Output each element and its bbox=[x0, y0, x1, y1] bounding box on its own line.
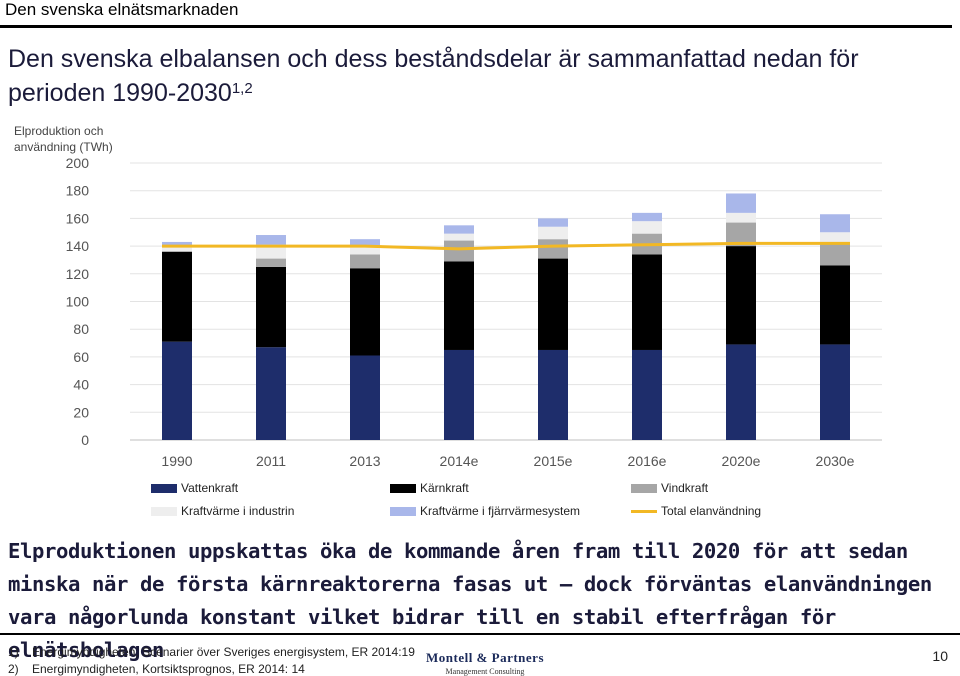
logo-tagline: Management Consulting bbox=[445, 667, 525, 676]
bar-segment bbox=[162, 341, 192, 440]
bar-segment bbox=[162, 251, 192, 342]
page-number: 10 bbox=[932, 648, 948, 664]
legend-item: Vattenkraft bbox=[151, 481, 238, 495]
y-tick-label: 200 bbox=[66, 155, 90, 171]
bar-segment bbox=[820, 214, 850, 233]
legend-swatch bbox=[390, 506, 416, 516]
bar-segment bbox=[820, 232, 850, 242]
bar-segment bbox=[538, 226, 568, 240]
y-tick-label: 40 bbox=[73, 377, 89, 393]
bar-segment bbox=[256, 347, 286, 440]
legend-swatch bbox=[631, 509, 657, 513]
footnote-1-text: Energimyndigheten, Scenarier över Sverig… bbox=[32, 645, 415, 659]
x-tick-label: 2014e bbox=[440, 453, 479, 469]
bar-segment bbox=[726, 193, 756, 213]
legend-item: Kärnkraft bbox=[390, 481, 469, 495]
y-tick-label: 140 bbox=[66, 238, 90, 254]
bar-segment bbox=[256, 244, 286, 259]
bar-segment bbox=[444, 225, 474, 234]
bar-segment bbox=[444, 233, 474, 241]
bar-segment bbox=[350, 355, 380, 440]
legend-label: Kraftvärme i industrin bbox=[181, 504, 295, 518]
y-tick-label: 60 bbox=[73, 349, 89, 365]
legend-swatch bbox=[151, 506, 177, 516]
legend-swatch bbox=[631, 483, 657, 493]
bar-segment bbox=[444, 240, 474, 262]
x-tick-label: 2013 bbox=[349, 453, 380, 469]
bar-segment bbox=[726, 222, 756, 247]
y-tick-label: 20 bbox=[73, 404, 89, 420]
top-divider bbox=[0, 25, 952, 28]
bar-segment bbox=[726, 212, 756, 223]
legend-label: Total elanvändning bbox=[661, 504, 762, 518]
bar-segment bbox=[820, 265, 850, 345]
bar-segment bbox=[256, 258, 286, 267]
y-tick-label: 120 bbox=[66, 266, 90, 282]
bar-segment bbox=[726, 246, 756, 345]
section-title: Den svenska elnätsmarknaden bbox=[5, 0, 239, 19]
bar-segment bbox=[350, 268, 380, 356]
logo-name: Montell & Partners bbox=[425, 650, 545, 665]
bar-segment bbox=[538, 349, 568, 440]
x-tick-label: 2011 bbox=[256, 453, 286, 469]
footnote-2: 2) Energimyndigheten, Kortsiktsprognos, E… bbox=[8, 662, 305, 676]
x-tick-label: 2016e bbox=[628, 453, 667, 469]
legend-item: Kraftvärme i fjärrvärmesystem bbox=[390, 504, 580, 518]
bar-segment bbox=[256, 235, 286, 245]
footnote-2-text: Energimyndigheten, Kortsiktsprognos, ER … bbox=[32, 662, 305, 676]
headline-superscript: 1,2 bbox=[231, 80, 253, 97]
bar-segment bbox=[820, 344, 850, 440]
footnote-1: 1) Energimyndigheten, Scenarier över Sver… bbox=[8, 645, 415, 659]
legend-item: Vindkraft bbox=[631, 481, 708, 495]
bar-segment bbox=[444, 261, 474, 350]
legend-swatch bbox=[390, 483, 416, 493]
x-tick-label: 2015e bbox=[534, 453, 573, 469]
x-tick-label: 2030e bbox=[816, 453, 855, 469]
y-tick-label: 100 bbox=[66, 294, 90, 310]
top-bar: Den svenska elnätsmarknaden bbox=[0, 0, 960, 28]
legend-swatch bbox=[151, 483, 177, 493]
y-tick-label: 80 bbox=[73, 321, 89, 337]
bar-segment bbox=[538, 239, 568, 259]
bar-segment bbox=[256, 266, 286, 348]
bar-segment bbox=[538, 258, 568, 350]
company-logo: Montell & Partners Management Consulting bbox=[415, 650, 555, 676]
bar-segment bbox=[538, 218, 568, 227]
bar-segment bbox=[444, 349, 474, 440]
legend-label: Vindkraft bbox=[661, 481, 709, 495]
footnote-2-number: 2) bbox=[8, 662, 19, 676]
bar-segment bbox=[632, 349, 662, 440]
conclusion-text: Elproduktionen uppskattas öka de kommand… bbox=[8, 539, 932, 662]
bar-segment bbox=[350, 254, 380, 269]
bar-segment bbox=[162, 241, 192, 247]
bar-segment bbox=[350, 247, 380, 255]
legend-item: Kraftvärme i industrin bbox=[151, 504, 294, 518]
y-tick-label: 160 bbox=[66, 210, 90, 226]
y-tick-label: 0 bbox=[81, 432, 89, 448]
legend-label: Vattenkraft bbox=[181, 481, 239, 495]
x-tick-label: 1990 bbox=[161, 453, 192, 469]
legend-item: Total elanvändning bbox=[631, 504, 761, 518]
bar-segment bbox=[726, 344, 756, 440]
bar-segment bbox=[162, 246, 192, 252]
headline-text: Den svenska elbalansen och dess bestånds… bbox=[8, 45, 859, 107]
bar-segment bbox=[632, 212, 662, 222]
x-tick-label: 2020e bbox=[722, 453, 761, 469]
page-headline: Den svenska elbalansen och dess bestånds… bbox=[8, 42, 948, 110]
bar-segment bbox=[350, 239, 380, 248]
legend-label: Kärnkraft bbox=[420, 481, 469, 495]
legend-label: Kraftvärme i fjärrvärmesystem bbox=[420, 504, 581, 518]
bar-segment bbox=[632, 221, 662, 234]
bar-segment bbox=[820, 241, 850, 266]
bar-segment bbox=[632, 254, 662, 350]
footnote-1-number: 1) bbox=[8, 645, 19, 659]
footer-divider bbox=[0, 633, 960, 635]
chart-y-axis-label: Elproduktion och användning (TWh) bbox=[14, 124, 113, 154]
total-usage-line bbox=[162, 241, 850, 251]
y-tick-label: 180 bbox=[66, 183, 90, 199]
stacked-bar-chart: 0 20 40 60 80 100 120 140 160 180 200 1990 2011 2013 2… bbox=[66, 155, 882, 469]
